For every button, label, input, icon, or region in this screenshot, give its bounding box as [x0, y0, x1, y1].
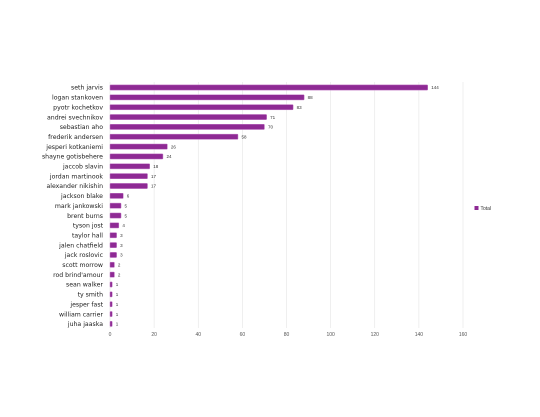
category-label: ty smith — [78, 292, 103, 299]
category-label: sean walker — [66, 282, 103, 289]
bar — [109, 143, 168, 150]
bar — [109, 232, 117, 239]
category-labels: seth jarvis logan stankoven pyotr kochetko… — [42, 85, 104, 328]
category-label: jack roslovic — [64, 252, 104, 259]
bar — [109, 202, 122, 209]
bar — [109, 271, 115, 278]
data-label: 71 — [270, 115, 276, 120]
bar — [109, 193, 124, 199]
category-label: shayne gotisbehere — [42, 154, 103, 161]
data-label: 5 — [125, 213, 128, 218]
category-label: jalen chatfield — [58, 242, 103, 249]
bar — [109, 163, 150, 170]
x-tick-label: 100 — [326, 332, 335, 338]
bar — [109, 94, 305, 101]
gridlines — [109, 82, 464, 328]
category-label: pyotr kochetkov — [53, 104, 103, 111]
data-label: 26 — [171, 144, 177, 149]
bar — [109, 311, 113, 317]
data-label: 17 — [151, 174, 157, 179]
bar — [109, 301, 113, 308]
x-tick-label: 160 — [459, 332, 468, 338]
legend-label: Total — [481, 206, 492, 212]
category-label: jaccob slavin — [62, 164, 103, 171]
bar — [109, 183, 148, 189]
category-label: alexander nikishin — [46, 183, 103, 190]
category-label: seth jarvis — [71, 85, 103, 92]
bars — [109, 84, 428, 327]
category-label: william carrier — [59, 311, 103, 318]
bar — [109, 133, 239, 140]
x-tick-label: 60 — [240, 332, 246, 338]
legend-swatch — [474, 206, 479, 210]
data-label: 18 — [153, 164, 159, 169]
category-label: taylor hall — [72, 232, 103, 239]
category-label: jordan martinook — [49, 173, 104, 180]
bar — [109, 212, 122, 219]
category-label: jesper fast — [69, 301, 103, 308]
category-label: logan stankoven — [52, 95, 103, 102]
category-label: tyson jost — [73, 223, 104, 230]
legend: Total — [474, 206, 492, 212]
bar — [109, 252, 117, 258]
x-tick-label: 120 — [371, 332, 380, 338]
data-label: 2 — [118, 263, 121, 268]
x-tick-label: 80 — [284, 332, 290, 338]
data-label: 144 — [431, 85, 439, 90]
bar — [109, 291, 113, 298]
data-label: 1 — [116, 302, 119, 307]
data-label: 17 — [151, 184, 157, 189]
data-label: 6 — [127, 194, 130, 199]
category-label: frederik andersen — [48, 134, 103, 141]
bar — [109, 153, 164, 160]
x-axis-ticks: 0 20 40 60 80 100 120 140 160 — [109, 332, 468, 338]
bar — [109, 321, 113, 327]
category-label: juha jaaska — [67, 321, 103, 328]
x-tick-label: 0 — [109, 332, 112, 338]
x-tick-label: 140 — [415, 332, 424, 338]
data-label: 4 — [122, 223, 125, 228]
category-label: scott morrow — [62, 262, 103, 269]
category-label: jackson blake — [60, 193, 103, 200]
bar — [109, 173, 148, 180]
bar — [109, 124, 265, 130]
category-label: andrei svechnikov — [47, 114, 103, 121]
category-label: brent burns — [67, 213, 103, 220]
bar — [109, 114, 267, 120]
category-label: mark jankowski — [55, 203, 103, 210]
data-label: 24 — [166, 154, 172, 159]
bar — [109, 104, 294, 111]
bar — [109, 222, 120, 229]
data-label: 83 — [297, 105, 303, 110]
data-label: 58 — [241, 134, 247, 139]
bar — [109, 261, 115, 268]
category-label: sebastian aho — [60, 124, 104, 131]
x-tick-label: 40 — [195, 332, 201, 338]
data-label: 1 — [116, 282, 119, 287]
data-label: 5 — [125, 203, 128, 208]
bar — [109, 242, 117, 248]
data-label: 70 — [268, 125, 274, 130]
data-label: 3 — [120, 243, 123, 248]
data-label: 88 — [308, 95, 314, 100]
data-label: 2 — [118, 272, 121, 277]
bar — [109, 84, 428, 91]
data-label: 1 — [116, 322, 119, 327]
category-label: rod brind'amour — [53, 272, 103, 279]
bar — [109, 281, 113, 288]
data-label: 3 — [120, 233, 123, 238]
category-label: jesperi kotkaniemi — [45, 144, 103, 151]
x-tick-label: 20 — [151, 332, 157, 338]
data-label: 3 — [120, 253, 123, 258]
data-label: 1 — [116, 292, 119, 297]
data-label: 1 — [116, 312, 119, 317]
